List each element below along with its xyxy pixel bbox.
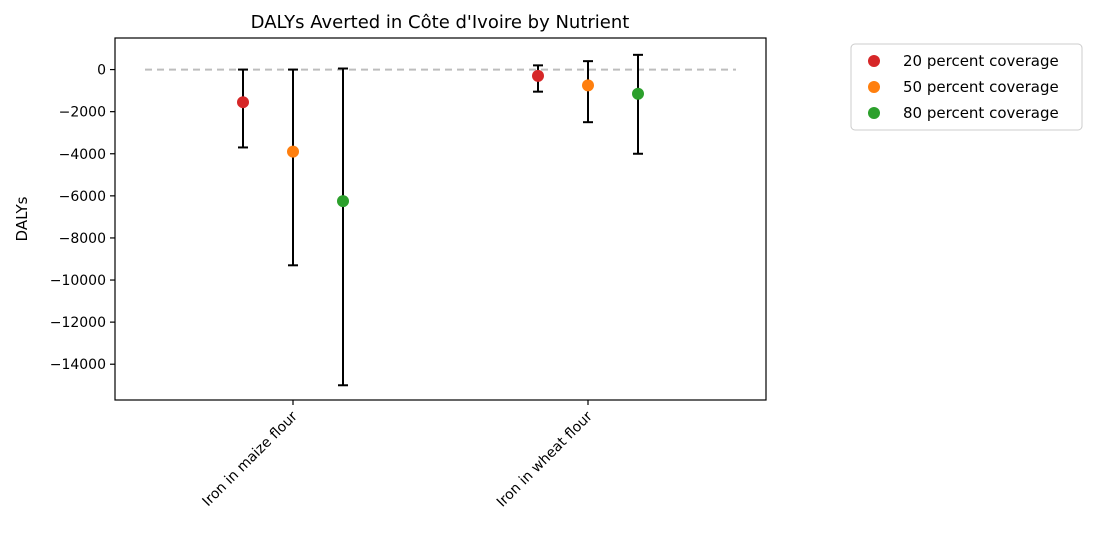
legend-box bbox=[850, 43, 1083, 131]
plot-area: 0 −2000 −4000 −6000 −8000 −10000 −12000 −14000 I… bbox=[50, 37, 767, 510]
data-point bbox=[582, 79, 594, 92]
plot-frame bbox=[114, 37, 767, 401]
legend-marker bbox=[868, 55, 880, 67]
y-tick-label: −12000 bbox=[50, 315, 106, 331]
data-point bbox=[237, 96, 249, 109]
data-point bbox=[337, 195, 349, 208]
y-tick-label: −2000 bbox=[59, 105, 106, 121]
legend-entry: 50 percent coverage bbox=[903, 78, 1059, 96]
chart-title: DALYs Averted in Côte d'Ivoire by Nutrie… bbox=[251, 12, 630, 33]
y-tick-label: −4000 bbox=[59, 147, 106, 163]
y-axis-label: DALYs bbox=[13, 196, 31, 241]
y-tick-label: −14000 bbox=[50, 357, 106, 373]
y-tick-label: −8000 bbox=[59, 231, 106, 247]
y-tick-label: 0 bbox=[97, 63, 106, 79]
legend-marker bbox=[868, 107, 880, 119]
y-tick-label: −6000 bbox=[59, 189, 106, 205]
x-tick-label: Iron in maize flour bbox=[200, 408, 301, 509]
x-tick-label: Iron in wheat flour bbox=[494, 408, 596, 510]
data-point bbox=[532, 69, 544, 82]
legend-entry: 80 percent coverage bbox=[903, 104, 1059, 122]
data-point bbox=[287, 145, 299, 158]
data-point bbox=[632, 87, 644, 100]
legend: 20 percent coverage 50 percent coverage 80… bbox=[850, 43, 1083, 131]
legend-entry: 20 percent coverage bbox=[903, 52, 1059, 70]
y-tick-label: −10000 bbox=[50, 273, 106, 289]
legend-marker bbox=[868, 81, 880, 93]
